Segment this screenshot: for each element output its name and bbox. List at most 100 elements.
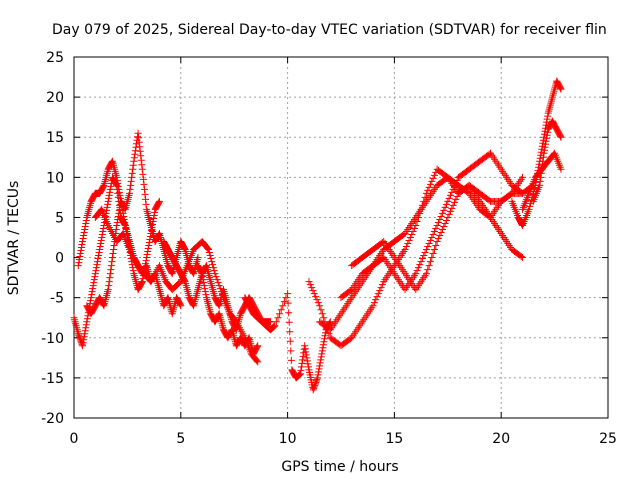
data-point-interp bbox=[95, 252, 103, 260]
data-point-interp bbox=[155, 198, 163, 206]
data-point-interp bbox=[132, 143, 140, 151]
data-point-interp bbox=[537, 169, 545, 177]
data-point-interp bbox=[432, 224, 440, 232]
data-point-interp bbox=[212, 273, 220, 281]
data-point-interp bbox=[445, 194, 453, 202]
data-point bbox=[519, 173, 527, 181]
data-point-interp bbox=[80, 336, 88, 344]
data-point-interp bbox=[97, 240, 105, 248]
data-point bbox=[113, 221, 121, 229]
data-point-interp bbox=[202, 291, 210, 299]
data-point-interp bbox=[121, 218, 129, 226]
data-point-interp bbox=[425, 262, 433, 270]
data-point-interp bbox=[316, 362, 324, 370]
data-point-interp bbox=[128, 173, 136, 181]
data-point-interp bbox=[209, 264, 217, 272]
data-point bbox=[177, 302, 185, 310]
data-point-interp bbox=[82, 219, 90, 227]
data-point-interp bbox=[416, 261, 424, 269]
data-point-interp bbox=[440, 206, 448, 214]
series-arc-14 bbox=[529, 117, 565, 205]
data-point bbox=[267, 318, 275, 326]
data-point-interp bbox=[301, 345, 309, 353]
y-tick-label: 10 bbox=[46, 170, 64, 186]
data-point-interp bbox=[116, 194, 124, 202]
data-point-interp bbox=[142, 195, 150, 203]
data-point bbox=[138, 278, 146, 286]
y-tick-label: -15 bbox=[41, 371, 64, 387]
data-point-interp bbox=[429, 230, 437, 238]
data-point-interp bbox=[312, 377, 320, 385]
data-point-interp bbox=[556, 84, 564, 92]
x-axis-label: GPS time / hours bbox=[281, 459, 398, 475]
data-point-interp bbox=[90, 276, 98, 284]
data-point-interp bbox=[142, 257, 150, 265]
data-point-interp bbox=[81, 225, 89, 233]
data-point bbox=[74, 262, 82, 270]
data-point bbox=[79, 238, 87, 246]
data-point-interp bbox=[142, 200, 150, 208]
data-point-interp bbox=[377, 284, 385, 292]
data-point-interp bbox=[526, 202, 534, 210]
data-point-interp bbox=[404, 240, 412, 248]
data-point-interp bbox=[426, 258, 434, 266]
data-point bbox=[138, 165, 146, 173]
data-point-interp bbox=[315, 365, 323, 373]
data-point bbox=[557, 133, 565, 141]
data-point-interp bbox=[82, 216, 90, 224]
data-point-interp bbox=[199, 276, 207, 284]
data-point bbox=[369, 302, 377, 310]
data-point bbox=[314, 374, 322, 382]
data-point-interp bbox=[151, 271, 159, 279]
data-point-interp bbox=[424, 243, 432, 251]
data-point-interp bbox=[98, 230, 106, 238]
data-point-interp bbox=[441, 219, 449, 227]
data-point bbox=[433, 221, 441, 229]
plot-frame bbox=[73, 56, 609, 419]
data-point-interp bbox=[105, 194, 113, 202]
data-point-interp bbox=[310, 383, 318, 391]
data-point-interp bbox=[286, 337, 294, 345]
data-point-interp bbox=[136, 143, 144, 151]
data-point-interp bbox=[78, 241, 86, 249]
data-point-interp bbox=[89, 285, 97, 293]
data-point-interp bbox=[89, 282, 97, 290]
data-point-interp bbox=[129, 264, 137, 272]
data-point-interp bbox=[150, 214, 158, 222]
data-point-interp bbox=[137, 156, 145, 164]
data-point-interp bbox=[438, 209, 446, 217]
data-point-interp bbox=[127, 181, 135, 189]
data-point-interp bbox=[304, 360, 312, 368]
data-point-interp bbox=[81, 330, 89, 338]
data-point-interp bbox=[83, 315, 91, 323]
data-point-interp bbox=[215, 282, 223, 290]
data-point-interp bbox=[139, 175, 147, 183]
data-point-interp bbox=[437, 212, 445, 220]
data-point-interp bbox=[114, 212, 122, 220]
y-tick-label: 5 bbox=[55, 210, 64, 226]
data-point-interp bbox=[76, 250, 84, 258]
y-tick-label: -5 bbox=[50, 291, 64, 307]
data-point-interp bbox=[303, 357, 311, 365]
data-point-interp bbox=[309, 287, 317, 295]
data-point-interp bbox=[430, 246, 438, 254]
data-point-interp bbox=[109, 250, 117, 258]
series-arc-10 bbox=[337, 149, 527, 302]
data-point-interp bbox=[440, 222, 448, 230]
data-point-interp bbox=[434, 235, 442, 243]
data-point-interp bbox=[450, 182, 458, 190]
x-tick-label: 0 bbox=[70, 431, 79, 447]
data-point-interp bbox=[418, 255, 426, 263]
data-point-interp bbox=[106, 185, 114, 193]
data-point bbox=[155, 197, 163, 205]
data-point-interp bbox=[304, 363, 312, 371]
data-point-interp bbox=[417, 258, 425, 266]
data-point-interp bbox=[106, 274, 114, 282]
data-point-interp bbox=[114, 182, 122, 190]
data-point-interp bbox=[79, 339, 87, 347]
data-point-interp bbox=[76, 334, 84, 342]
data-point bbox=[91, 270, 99, 278]
axis-ticks: 0 5 10 15 20 25 -20 -15 -10 -5 0 5 10 15 20 25 bbox=[41, 50, 617, 447]
data-point bbox=[433, 238, 441, 246]
